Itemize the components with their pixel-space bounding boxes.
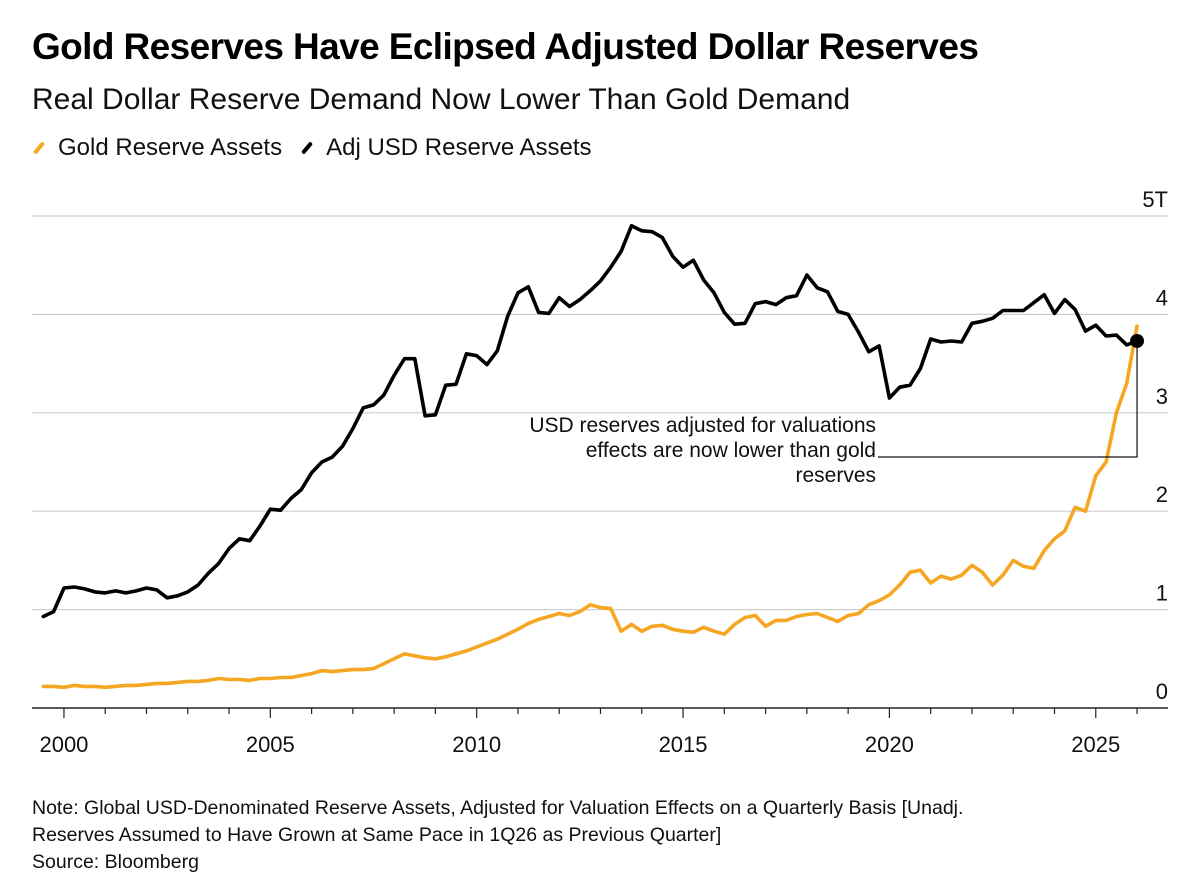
x-tick-label: 2020 (865, 732, 914, 757)
chart-subtitle: Real Dollar Reserve Demand Now Lower Tha… (32, 83, 851, 116)
chart-notes: Note: Global USD-Denominated Reserve Ass… (32, 795, 963, 876)
legend: Gold Reserve Assets Adj USD Reserve Asse… (32, 134, 592, 162)
legend-item-gold: Gold Reserve Assets (32, 134, 282, 162)
y-tick-label: 3 (1156, 384, 1168, 409)
chart-title: Gold Reserves Have Eclipsed Adjusted Dol… (32, 26, 979, 67)
y-tick-label: 5T (1142, 187, 1168, 212)
source-line: Source: Bloomberg (32, 851, 199, 873)
y-tick-label: 1 (1156, 581, 1168, 606)
usd-reserve-line (41, 224, 1139, 619)
y-tick-label: 4 (1156, 285, 1168, 310)
annotation-marker (1130, 333, 1145, 348)
x-tick-label: 2015 (659, 732, 708, 757)
annotation-text-line: effects are now lower than gold (586, 439, 876, 462)
x-tick-label: 2010 (452, 732, 501, 757)
annotation-text-line: USD reserves adjusted for valuations (529, 414, 876, 437)
x-tick-label: 2000 (39, 732, 88, 757)
y-tick-label: 0 (1156, 679, 1168, 704)
gold-reserve-line (41, 324, 1139, 690)
annotation-leader-line (878, 340, 1138, 458)
note-line-2: Reserves Assumed to Have Grown at Same P… (32, 824, 722, 846)
legend-item-usd: Adj USD Reserve Assets (300, 134, 592, 162)
note-line-1: Note: Global USD-Denominated Reserve Ass… (32, 797, 964, 819)
legend-label-gold: Gold Reserve Assets (58, 134, 283, 161)
x-tick-label: 2025 (1071, 732, 1120, 757)
legend-label-usd: Adj USD Reserve Assets (326, 134, 592, 161)
y-tick-label: 2 (1156, 482, 1168, 507)
annotation-text-line: reserves (795, 464, 876, 487)
line-chart: 0 1 2 3 4 5T 2000 2005 2010 2015 2020 2025 USD reser… (32, 187, 1168, 757)
x-tick-label: 2005 (246, 732, 295, 757)
